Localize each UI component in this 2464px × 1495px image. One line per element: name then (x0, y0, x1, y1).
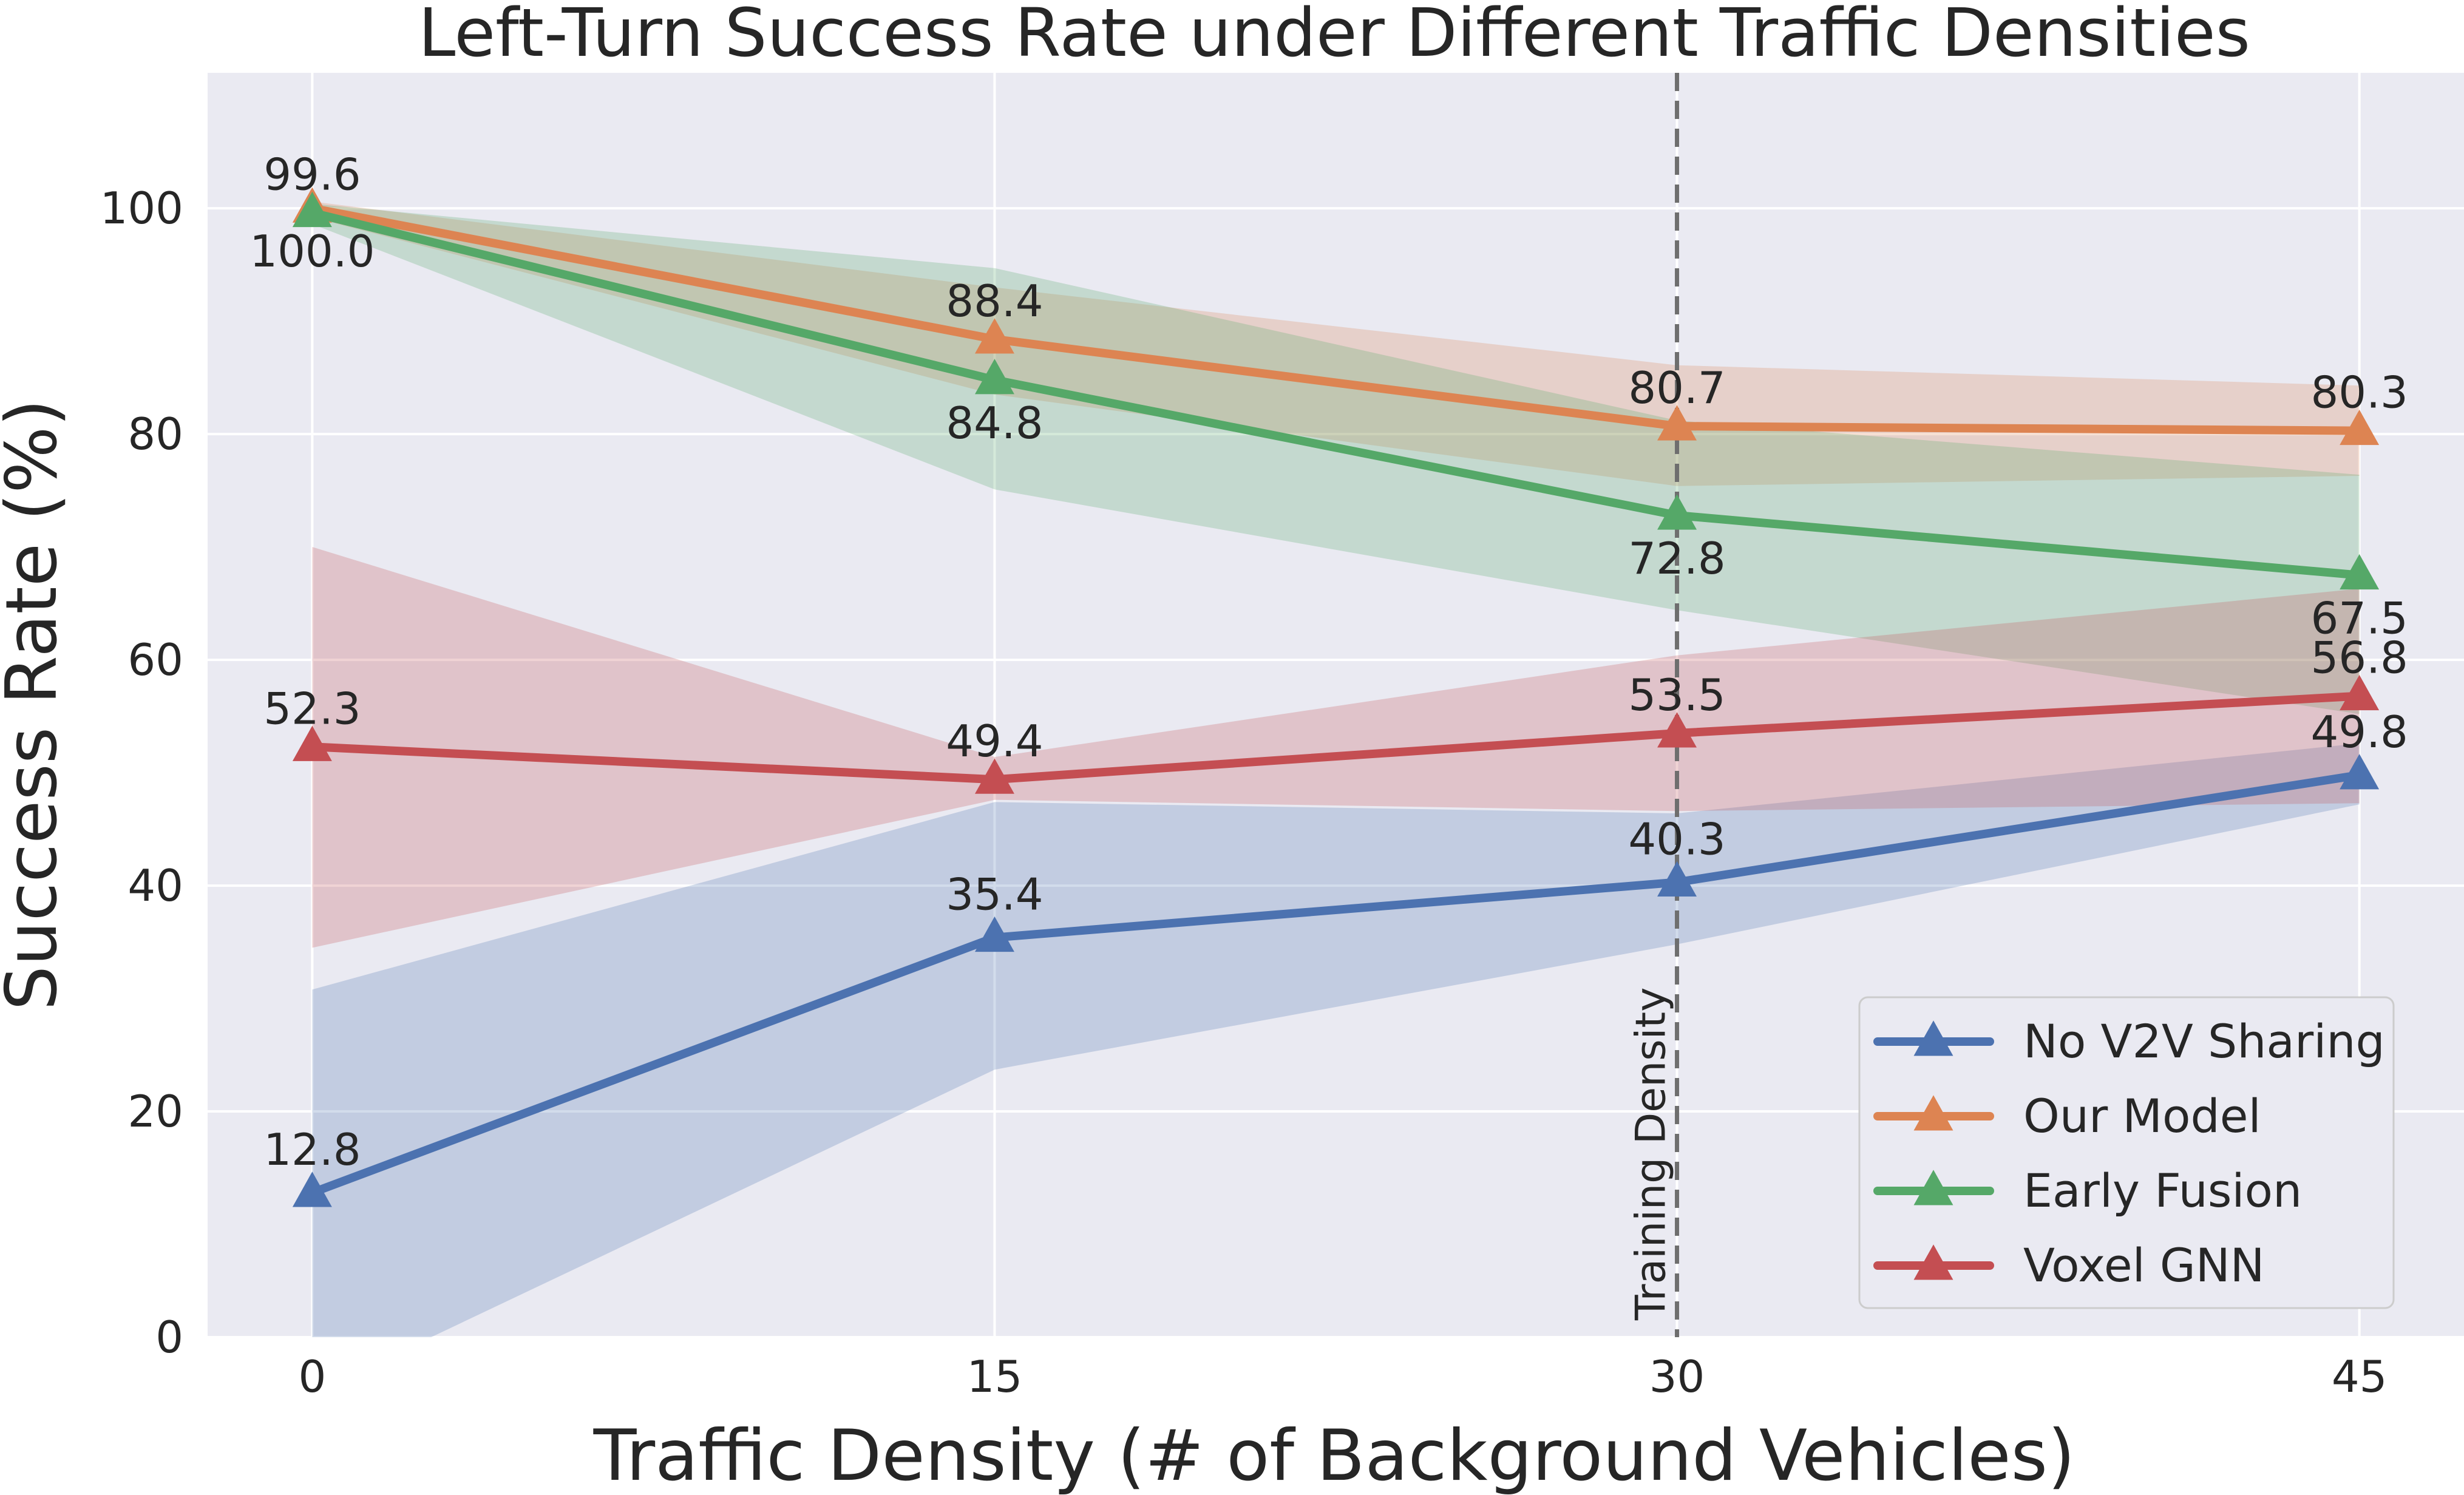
band-our-model (312, 202, 2360, 486)
data-label-no-v2v-sharing: 12.8 (263, 1124, 361, 1175)
training-density-label: Training Density (1627, 988, 1675, 1321)
data-label-voxel-gnn: 52.3 (263, 683, 361, 734)
legend-label-our-model: Our Model (2023, 1089, 2261, 1143)
x-tick-label: 45 (2332, 1351, 2388, 1402)
legend-marker-our-model (1913, 1095, 1953, 1131)
x-tick-label: 0 (298, 1351, 326, 1402)
x-axis-ticks: 0 15 30 45 (298, 1351, 2387, 1402)
data-label-no-v2v-sharing: 49.8 (2310, 707, 2408, 758)
legend-marker-no-v2v-sharing (1913, 1020, 1953, 1056)
data-label-early-fusion: 72.8 (1628, 533, 1725, 584)
point-early-fusion (1657, 494, 1697, 530)
data-label-voxel-gnn: 53.5 (1628, 670, 1725, 720)
data-label-no-v2v-sharing: 35.4 (946, 869, 1043, 920)
point-early-fusion (974, 359, 1014, 395)
data-label-our-model: 80.7 (1628, 362, 1725, 413)
chart-title: Left-Turn Success Rate under Different T… (418, 0, 2250, 72)
point-early-fusion (292, 191, 332, 228)
point-early-fusion (2340, 554, 2380, 590)
series-line-early-fusion (308, 208, 2364, 580)
data-label-voxel-gnn: 56.8 (2310, 632, 2408, 683)
point-our-model (1657, 405, 1697, 441)
data-labels: 12.8 35.4 40.3 49.8 100.0 88.4 80.7 80.3 99.6 84.… (249, 149, 2408, 1175)
point-no-v2v-sharing (2340, 754, 2380, 790)
x-axis-title: Traffic Density (# of Background Vehicle… (593, 1415, 2075, 1495)
x-tick-label: 30 (1649, 1351, 1705, 1402)
series-line-our-model (308, 204, 2364, 435)
point-no-v2v-sharing (292, 1171, 332, 1207)
legend-label-early-fusion: Early Fusion (2023, 1164, 2302, 1218)
point-voxel-gnn (292, 725, 332, 761)
confidence-bands (312, 202, 2360, 1337)
y-tick-label: 0 (155, 1312, 183, 1363)
point-no-v2v-sharing (1657, 861, 1697, 897)
legend-label-voxel-gnn: Voxel GNN (2023, 1238, 2265, 1292)
y-tick-label: 40 (127, 860, 183, 911)
point-voxel-gnn (974, 758, 1014, 794)
data-label-our-model: 88.4 (946, 276, 1043, 327)
data-label-no-v2v-sharing: 40.3 (1628, 813, 1725, 864)
point-voxel-gnn (2340, 674, 2380, 711)
y-tick-label: 60 (127, 634, 183, 685)
legend-label-no-v2v-sharing: No V2V Sharing (2023, 1014, 2385, 1068)
y-axis-ticks: 0 20 40 60 80 100 (100, 183, 183, 1363)
data-label-our-model: 100.0 (249, 226, 375, 277)
data-label-early-fusion: 84.8 (946, 398, 1043, 449)
y-tick-label: 100 (100, 183, 183, 234)
data-label-voxel-gnn: 49.4 (946, 716, 1043, 767)
legend: No V2V Sharing Our Model Early Fusion Voxel… (1858, 996, 2395, 1309)
data-label-early-fusion: 99.6 (263, 149, 361, 200)
legend-marker-voxel-gnn (1913, 1244, 1953, 1280)
point-voxel-gnn (1657, 712, 1697, 748)
x-tick-label: 15 (967, 1351, 1023, 1402)
legend-frame (1858, 996, 2395, 1309)
band-no-v2v-sharing (312, 743, 2360, 1337)
series-line-no-v2v-sharing (308, 770, 2364, 1197)
y-tick-label: 80 (127, 408, 183, 459)
legend-marker-early-fusion (1913, 1170, 1953, 1205)
series-lines (292, 187, 2380, 1207)
y-axis-title: Success Rate (%) (0, 399, 73, 1010)
point-our-model (2340, 409, 2380, 446)
band-voxel-gnn (312, 547, 2360, 948)
point-no-v2v-sharing (974, 916, 1014, 952)
band-early-fusion (312, 203, 2360, 714)
data-label-early-fusion: 67.5 (2310, 593, 2408, 644)
data-label-our-model: 80.3 (2310, 367, 2408, 418)
y-tick-label: 20 (127, 1086, 183, 1137)
point-our-model (974, 318, 1014, 354)
series-line-voxel-gnn (308, 691, 2364, 784)
